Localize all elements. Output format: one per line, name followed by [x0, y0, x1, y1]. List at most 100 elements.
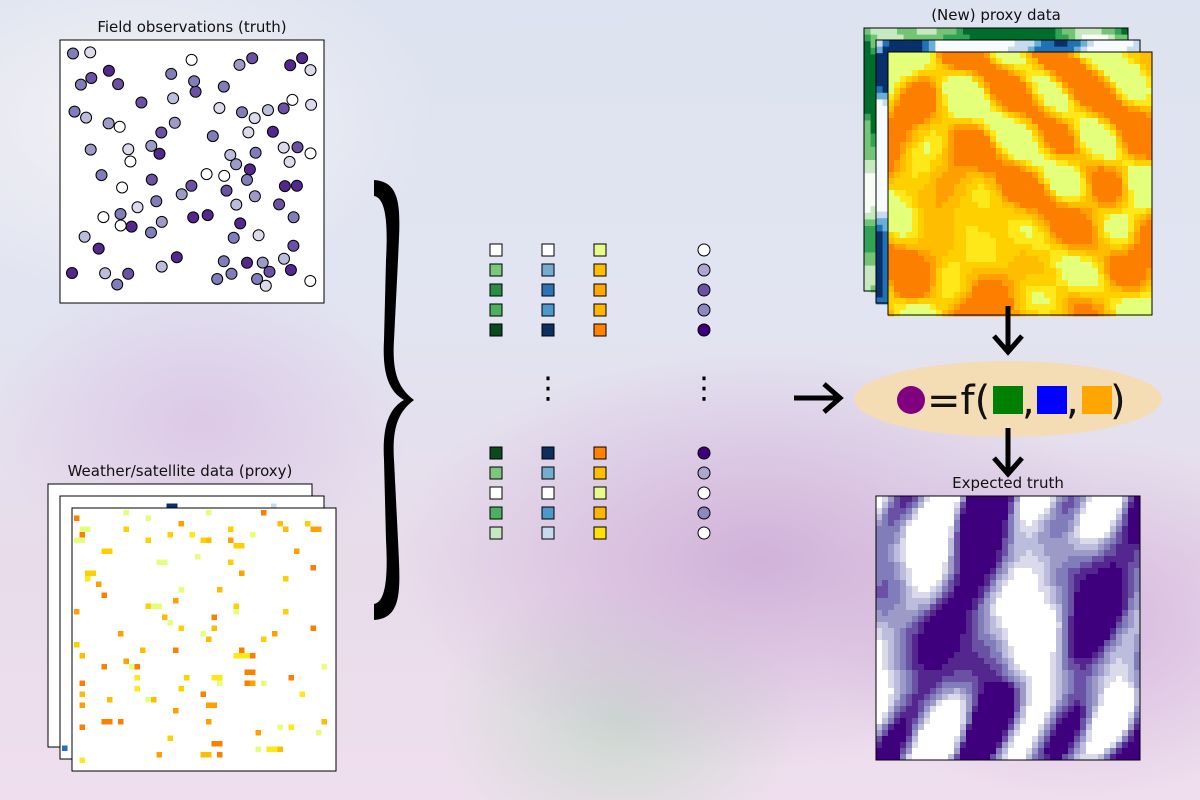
proxy-field-cell [864, 259, 871, 266]
proxy-field-cell [1026, 130, 1033, 137]
proxy-field-cell [1008, 268, 1015, 275]
proxy-field-cell [918, 250, 925, 257]
proxy-field-cell [906, 274, 913, 281]
proxy-field-cell [888, 220, 895, 227]
proxy-field-cell [924, 286, 931, 293]
proxy-field-cell [1056, 256, 1063, 263]
proxy-field-cell [948, 298, 955, 305]
proxy-field-cell [1038, 154, 1045, 161]
proxy-field-cell [1067, 46, 1075, 54]
proxy-field-cell [990, 88, 997, 95]
proxy-field-cell [894, 82, 901, 89]
proxy-field-cell [1080, 130, 1087, 137]
proxy-field-cell [996, 178, 1003, 185]
proxy-field-cell [984, 124, 991, 131]
proxy-field-cell [960, 178, 967, 185]
proxy-field-cell [1008, 46, 1015, 54]
proxy-field-cell [1062, 172, 1069, 179]
proxy-field-cell [1020, 262, 1027, 269]
proxy-field-cell [924, 166, 931, 173]
sparse-yellow-pixel [200, 691, 206, 697]
proxy-field-cell [1101, 28, 1109, 35]
observation-point [85, 72, 98, 84]
proxy-field-cell [984, 280, 991, 287]
observation-point [189, 85, 202, 98]
proxy-field-cell [1008, 220, 1015, 227]
proxy-field-cell [918, 232, 925, 239]
proxy-field-cell [894, 262, 901, 269]
proxy-field-cell [930, 310, 937, 317]
proxy-field-cell [864, 94, 871, 101]
proxy-field-cell [1080, 166, 1087, 173]
proxy-field-cell [1047, 40, 1055, 47]
blue-table-cell [541, 323, 555, 337]
proxy-field-cell [954, 136, 961, 143]
observation-point [150, 195, 163, 208]
proxy-field-cell [1002, 160, 1009, 167]
proxy-field-cell [876, 198, 883, 206]
proxy-field-cell [924, 94, 931, 101]
sparse-yellow-pixel [173, 647, 179, 653]
proxy-field-cell [894, 268, 901, 275]
proxy-field-cell [948, 130, 955, 137]
proxy-field-cell [1014, 76, 1021, 83]
proxy-field-cell [990, 136, 997, 143]
proxy-field-cell [978, 250, 985, 257]
proxy-field-cell [864, 140, 871, 148]
proxy-field-cell [876, 46, 883, 54]
proxy-field-cell [948, 166, 955, 173]
proxy-field-cell [1014, 106, 1021, 113]
proxy-field-cell [960, 268, 967, 275]
proxy-field-cell [1068, 166, 1075, 173]
proxy-field-cell [1074, 136, 1081, 143]
proxy-field-cell [948, 292, 955, 299]
proxy-field-cell [924, 202, 931, 209]
proxy-field-cell [1074, 310, 1081, 317]
proxy-field-cell [1133, 46, 1141, 54]
proxy-field-cell [1062, 220, 1069, 227]
proxy-field-cell [954, 268, 961, 275]
proxy-field-cell [968, 46, 976, 54]
proxy-field-cell [1032, 226, 1039, 233]
proxy-field-cell [1086, 82, 1093, 89]
proxy-field-cell [942, 190, 949, 197]
proxy-field-cell [942, 94, 949, 101]
proxy-field-cell [972, 58, 979, 65]
proxy-field-cell [882, 66, 890, 74]
proxy-field-cell [1074, 220, 1081, 227]
proxy-field-cell [924, 58, 931, 65]
proxy-field-cell [942, 166, 949, 173]
proxy-field-cell [1056, 178, 1063, 185]
proxy-field-cell [975, 40, 982, 47]
proxy-field-cell [1002, 142, 1009, 149]
proxy-field-cell [989, 34, 997, 42]
proxy-field-cell [1002, 202, 1009, 209]
proxy-field-cell [978, 166, 985, 173]
proxy-field-cell [990, 298, 997, 305]
proxy-field-cell [972, 88, 979, 95]
proxy-field-cell [976, 34, 984, 42]
proxy-field-cell [1032, 124, 1039, 131]
proxy-field-cell [906, 124, 913, 131]
proxy-field-cell [1032, 238, 1039, 245]
proxy-field-cell [870, 272, 878, 280]
proxy-field-cell [918, 64, 925, 71]
proxy-field-cell [942, 268, 949, 275]
proxy-field-cell [1044, 112, 1051, 119]
proxy-field-cell [1020, 232, 1027, 239]
proxy-field-cell [1056, 238, 1063, 245]
observation-point [167, 92, 180, 105]
new-proxy-title: (New) proxy data [931, 6, 1061, 24]
proxy-field-cell [966, 238, 973, 245]
proxy-field-cell [912, 226, 919, 233]
proxy-field-cell [1056, 274, 1063, 281]
proxy-field-cell [954, 280, 961, 287]
proxy-field-cell [966, 274, 973, 281]
sparse-yellow-pixel [167, 532, 173, 538]
proxy-field-cell [996, 298, 1003, 305]
proxy-field-yellow [888, 52, 1153, 317]
proxy-field-cell [984, 88, 991, 95]
proxy-field-cell [1032, 70, 1039, 77]
proxy-field-cell [1008, 64, 1015, 71]
proxy-field-cell [990, 178, 997, 185]
